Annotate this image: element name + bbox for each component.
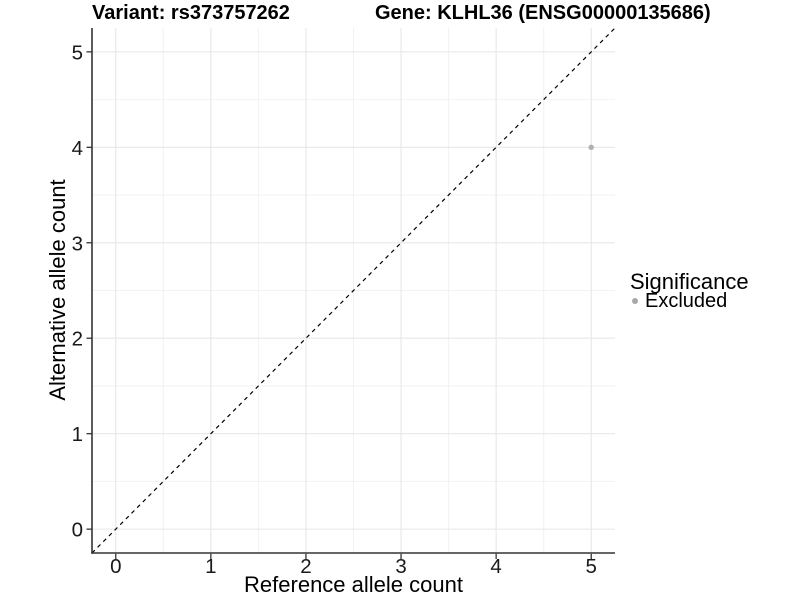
legend: Significance Excluded [630, 269, 749, 312]
x-tick-label: 0 [110, 555, 121, 578]
legend-point-marker-icon [632, 298, 638, 304]
plot-title-gene: Gene: KLHL36 (ENSG00000135686) [375, 2, 711, 24]
x-axis-title: Reference allele count [244, 572, 463, 597]
y-tick-label: 0 [72, 519, 83, 542]
y-tick-label: 1 [72, 423, 83, 446]
y-tick-label: 3 [72, 232, 83, 255]
y-tick-label: 2 [72, 328, 83, 351]
x-tick-label: 4 [490, 555, 501, 578]
y-tick-label: 4 [72, 137, 83, 160]
legend-title: Significance [630, 269, 749, 294]
x-tick-label: 3 [395, 555, 406, 578]
y-axis-title: Alternative allele count [45, 179, 70, 401]
x-tick-label: 1 [205, 555, 216, 578]
x-tick-label: 2 [300, 555, 311, 578]
data-point [588, 144, 594, 151]
legend-item-label: Excluded [645, 290, 728, 312]
legend-item-excluded: Excluded [632, 290, 749, 312]
identity-line [92, 28, 615, 553]
x-tick-label: 5 [586, 555, 597, 578]
y-tick-label: 5 [72, 41, 83, 64]
plot-title-variant: Variant: rs373757262 [92, 2, 290, 24]
